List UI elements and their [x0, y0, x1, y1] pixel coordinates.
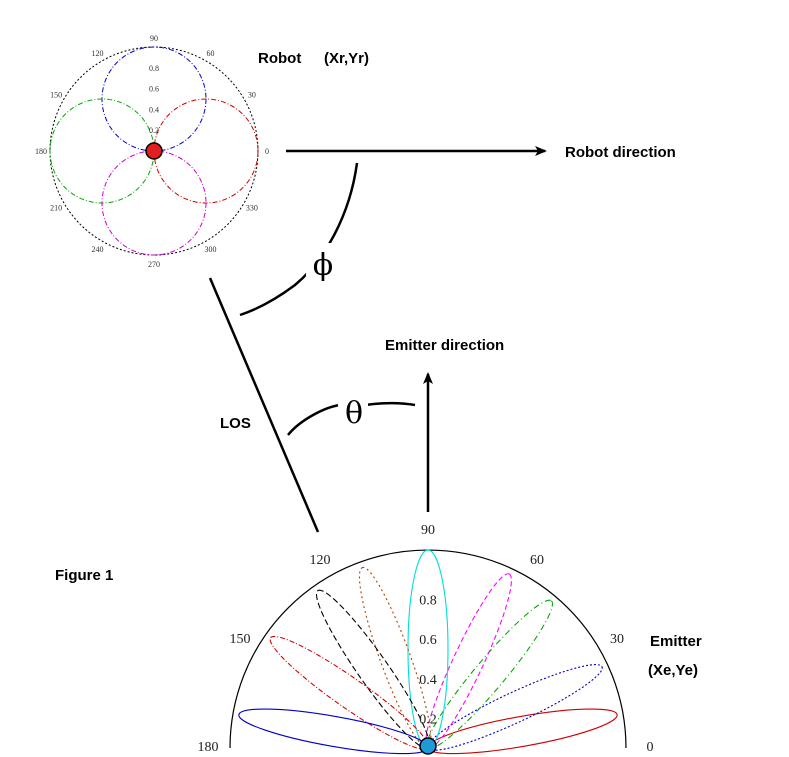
emitter-angle-tick-150: 150	[230, 632, 251, 647]
emitter-angle-tick-60: 60	[530, 553, 544, 568]
phi-arc	[239, 162, 359, 317]
robot-lobe-0	[101, 46, 207, 152]
emitter-lobe-0	[427, 708, 618, 755]
emitter-angle-tick-120: 120	[310, 553, 331, 568]
robot-lobe-1	[153, 98, 259, 204]
robot-lobe-3	[101, 150, 207, 256]
robot-radial-tick-2: 0.4	[149, 105, 159, 114]
emitter-radial-tick-1: 0.6	[419, 633, 437, 648]
robot-lobe-2	[49, 98, 155, 204]
theta-label-bg	[338, 392, 368, 428]
robot-angle-tick-210: 210	[50, 204, 62, 213]
robot-label: Robot	[258, 50, 301, 67]
robot-angle-tick-150: 150	[50, 91, 62, 100]
emitter-polar-plot: 90 60 30 0 180 150 120 0.8 0.6 0.4 0.2	[198, 523, 654, 755]
robot-radial-tick-0: 0.8	[149, 64, 159, 73]
emitter-lobe-1	[427, 664, 603, 751]
robot-angle-tick-60: 60	[207, 49, 215, 58]
robot-radial-tick-3: 0.2	[149, 126, 159, 135]
emitter-radial-tick-3: 0.2	[419, 712, 437, 727]
robot-angle-tick-270: 270	[148, 260, 160, 269]
robot-direction-label: Robot direction	[565, 144, 676, 161]
robot-radial-tick-1: 0.6	[149, 85, 159, 94]
robot-radial-labels: 0.8 0.6 0.4 0.2	[149, 64, 159, 135]
robot-angle-tick-300: 300	[205, 245, 217, 254]
robot-angle-tick-0: 0	[265, 147, 269, 156]
robot-angle-tick-30: 30	[248, 91, 256, 100]
robot-angle-tick-90: 90	[150, 34, 158, 43]
emitter-angle-tick-90: 90	[421, 523, 435, 538]
line-of-sight	[208, 277, 320, 533]
robot-angle-tick-240: 240	[92, 245, 104, 254]
emitter-lobe-5	[358, 566, 432, 749]
emitter-radial-labels: 0.8 0.6 0.4 0.2	[419, 594, 437, 728]
emitter-coords-label: (Xe,Ye)	[648, 662, 698, 679]
emitter-angle-labels: 90 60 30 0 180 150 120	[198, 523, 654, 755]
emitter-radial-tick-2: 0.4	[419, 673, 437, 688]
emitter-label: Emitter	[650, 633, 702, 650]
robot-coords-label: (Xr,Yr)	[324, 50, 369, 67]
robot-angle-tick-330: 330	[246, 204, 258, 213]
emitter-angle-tick-0: 0	[647, 740, 654, 755]
emitter-direction-label: Emitter direction	[385, 337, 504, 354]
los-label: LOS	[220, 415, 251, 432]
emitter-position-marker	[419, 737, 437, 755]
phi-symbol: ϕ	[313, 248, 333, 283]
theta-symbol: θ	[345, 396, 363, 431]
emitter-angle-tick-180: 180	[198, 740, 219, 755]
emitter-lobe-7	[269, 635, 429, 750]
robot-position-marker	[145, 142, 163, 160]
emitter-lobe-8	[238, 708, 429, 755]
phi-label-bg	[306, 243, 340, 283]
emitter-radial-tick-0: 0.8	[419, 594, 437, 609]
figure-caption: Figure 1	[55, 567, 113, 584]
robot-angle-tick-180: 180	[35, 147, 47, 156]
emitter-angle-tick-30: 30	[610, 632, 624, 647]
robot-angle-tick-120: 120	[92, 49, 104, 58]
emitter-lobe-3	[425, 573, 512, 749]
